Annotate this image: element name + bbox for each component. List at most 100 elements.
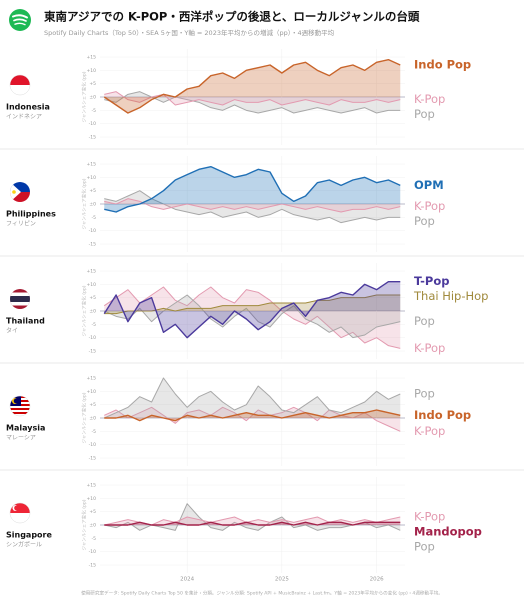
series-label: K-Pop xyxy=(414,424,445,438)
series-label: Mandopop xyxy=(414,525,482,539)
y-tick-label: +5 xyxy=(89,81,96,87)
series-label: Pop xyxy=(414,107,435,121)
source-note: 使用研究室データ: Spotify Daily Charts Top 50 を集… xyxy=(81,590,443,597)
series-line xyxy=(104,409,401,422)
title: 東南アジアでの K-POP・西洋ポップの後退と、ローカルジャンルの台頭 xyxy=(44,10,420,24)
series-line xyxy=(104,91,401,114)
y-tick-label: ±0 xyxy=(89,309,96,315)
series-area xyxy=(104,166,401,212)
series-area xyxy=(104,281,401,338)
series-label: K-Pop xyxy=(414,510,445,524)
y-axis-label: ジャンルシェア変化 (pp) xyxy=(81,392,88,443)
y-tick-label: +5 xyxy=(89,402,96,408)
y-tick-label: ±0 xyxy=(89,202,96,208)
subtitle: Spotify Daily Charts（Top 50）・SEA 5ヶ国・Y軸 … xyxy=(44,28,335,37)
country-name: Singapore xyxy=(6,531,52,540)
y-tick-label: -10 xyxy=(89,228,96,234)
series-line xyxy=(104,516,401,526)
series-area xyxy=(104,295,401,314)
flag-philippines xyxy=(10,182,30,202)
country-name-ja: マレーシア xyxy=(6,435,36,442)
y-tick-label: +10 xyxy=(87,282,97,288)
country-name-ja: シンガポール xyxy=(6,541,42,549)
series-area xyxy=(104,190,401,223)
y-tick-label: +5 xyxy=(89,509,96,515)
series-area xyxy=(104,59,401,113)
y-tick-label: ±0 xyxy=(89,416,96,422)
series-area xyxy=(104,295,401,338)
series-line xyxy=(103,286,401,349)
y-tick-label: -15 xyxy=(89,456,96,462)
series-label: T-Pop xyxy=(414,274,450,288)
series-line xyxy=(104,91,401,106)
series-line xyxy=(104,294,401,315)
flag-border xyxy=(9,74,31,96)
series-label: K-Pop xyxy=(414,341,445,355)
series-area xyxy=(104,287,401,349)
country-name: Malaysia xyxy=(6,424,45,433)
y-tick-label: -5 xyxy=(92,108,97,114)
series-label: K-Pop xyxy=(414,92,445,106)
series-label: K-Pop xyxy=(414,199,445,213)
series-line xyxy=(104,190,401,224)
y-tick-label: -5 xyxy=(92,429,97,435)
flag-thailand xyxy=(10,289,30,309)
y-tick-label: ±0 xyxy=(89,523,96,529)
y-tick-label: +5 xyxy=(89,188,96,194)
y-tick-label: -10 xyxy=(89,121,96,127)
country-name-ja: タイ xyxy=(6,327,18,335)
y-axis-label: ジャンルシェア変化 (pp) xyxy=(81,499,88,550)
country-name-ja: インドネシア xyxy=(6,114,42,121)
series-line xyxy=(104,198,401,213)
series-line xyxy=(103,58,401,114)
series-label: Pop xyxy=(414,540,435,554)
y-axis-label: ジャンルシェア変化 (pp) xyxy=(81,285,88,336)
y-tick-label: -15 xyxy=(89,563,96,569)
country-name: Philippines xyxy=(6,210,56,219)
series-label: Indo Pop xyxy=(414,408,471,422)
series-line xyxy=(104,165,401,213)
y-tick-label: -10 xyxy=(89,549,96,555)
series-label: Thai Hip-Hop xyxy=(413,289,489,303)
country-name: Thailand xyxy=(6,317,45,326)
y-axis-label: ジャンルシェア変化 (pp) xyxy=(81,178,88,229)
spotify-logo xyxy=(9,9,31,31)
y-tick-label: +15 xyxy=(87,269,97,275)
series-area xyxy=(104,91,401,105)
y-tick-label: ±0 xyxy=(89,95,96,101)
flag-border xyxy=(9,502,31,524)
series-line xyxy=(103,280,401,339)
y-tick-label: -15 xyxy=(89,349,96,355)
y-tick-label: +10 xyxy=(87,389,97,395)
series-area xyxy=(104,198,401,212)
series-label: Indo Pop xyxy=(414,58,471,72)
series-label: Pop xyxy=(414,214,435,228)
flag-indonesia xyxy=(10,75,30,95)
x-tick-label: 2024 xyxy=(180,577,194,583)
y-tick-label: +10 xyxy=(87,68,97,74)
y-tick-label: -10 xyxy=(89,442,96,448)
series-line xyxy=(104,521,401,526)
country-name: Indonesia xyxy=(6,103,50,112)
y-tick-label: -5 xyxy=(92,215,97,221)
series-area xyxy=(104,378,401,418)
y-tick-label: +10 xyxy=(87,496,97,502)
y-tick-label: +15 xyxy=(87,162,97,168)
y-tick-label: -15 xyxy=(89,135,96,141)
x-tick-label: 2026 xyxy=(370,577,384,583)
y-tick-label: -10 xyxy=(89,335,96,341)
y-tick-label: +15 xyxy=(87,55,97,61)
flag-malaysia xyxy=(10,396,30,416)
flag-border xyxy=(9,395,31,417)
y-tick-label: +10 xyxy=(87,175,97,181)
y-tick-label: +15 xyxy=(87,376,97,382)
series-line xyxy=(104,294,401,339)
series-line xyxy=(104,377,401,419)
y-tick-label: +5 xyxy=(89,295,96,301)
series-area xyxy=(104,410,401,421)
y-tick-label: -5 xyxy=(92,536,97,542)
y-tick-label: -15 xyxy=(89,242,96,248)
x-tick-label: 2025 xyxy=(275,577,289,583)
